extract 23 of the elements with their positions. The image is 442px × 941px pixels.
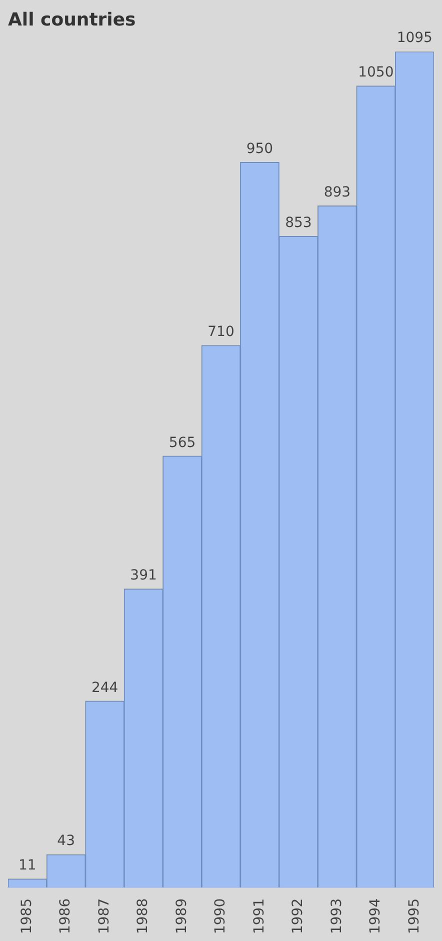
- chart-title: All countries: [8, 9, 136, 30]
- x-tick-label: 1994: [368, 898, 384, 934]
- x-tick-label: 1986: [58, 898, 74, 934]
- x-tick-label: 1985: [19, 898, 36, 934]
- data-label: 950: [246, 140, 274, 157]
- x-tick-label: 1988: [135, 898, 152, 934]
- x-tick-label: 1990: [212, 898, 229, 934]
- x-tick-label: 1995: [406, 898, 422, 934]
- x-tick-label: 1993: [328, 898, 345, 934]
- data-label: 1050: [358, 64, 394, 81]
- data-label: 244: [91, 680, 118, 696]
- data-label: 1095: [396, 30, 432, 46]
- data-label: 565: [168, 434, 196, 451]
- data-label: 391: [130, 568, 157, 584]
- data-label: 43: [57, 833, 76, 850]
- x-tick-label: 1989: [174, 898, 190, 934]
- x-tick-label: 1992: [290, 898, 306, 934]
- data-label: 11: [18, 858, 36, 874]
- x-tick-label: 1987: [96, 898, 112, 934]
- data-label: 893: [324, 184, 351, 200]
- data-label: 710: [208, 324, 234, 340]
- x-tick-label: 1991: [251, 898, 268, 934]
- data-label: 853: [285, 214, 312, 231]
